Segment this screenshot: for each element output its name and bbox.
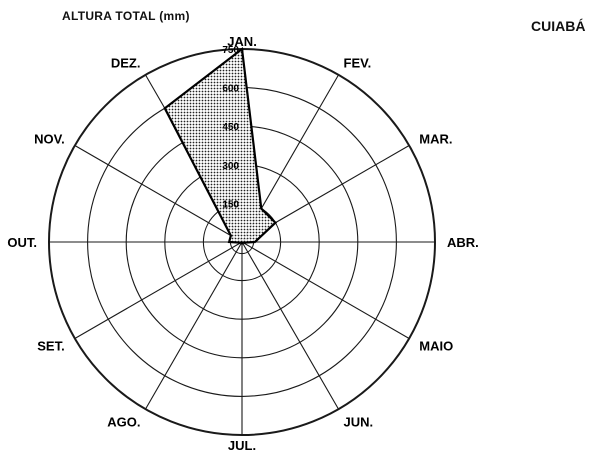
month-label-abr: ABR. <box>447 235 479 250</box>
month-label-set: SET. <box>37 339 64 354</box>
chart-title: CUIABÁ <box>531 18 586 34</box>
month-label-jun: JUN. <box>344 414 374 429</box>
month-label-nov: NOV. <box>34 132 65 147</box>
spoke-10 <box>74 145 243 243</box>
data-sector-out <box>229 235 242 242</box>
spoke-7 <box>145 241 243 410</box>
month-label-jan: JAN. <box>227 34 257 49</box>
month-label-fev: FEV. <box>344 56 372 71</box>
data-sector-mar <box>242 222 276 242</box>
tick-label-450: 450 <box>222 122 239 133</box>
spoke-5 <box>241 241 339 410</box>
data-sector-fev <box>242 208 276 242</box>
data-outline <box>163 46 278 245</box>
spoke-8 <box>74 241 243 339</box>
tick-label-600: 600 <box>222 84 239 95</box>
month-label-ago: AGO. <box>107 414 140 429</box>
month-label-dez: DEZ. <box>111 56 141 71</box>
month-label-jul: JUL. <box>228 438 256 453</box>
tick-label-750: 750 <box>222 45 239 56</box>
data-layer <box>163 46 278 245</box>
month-label-mar: MAR. <box>419 132 452 147</box>
tick-label-150: 150 <box>222 199 239 210</box>
axis-title: ALTURA TOTAL (mm) <box>62 9 190 23</box>
month-label-out: OUT. <box>7 235 37 250</box>
data-sector-dez <box>164 49 242 242</box>
spoke-4 <box>241 241 410 339</box>
tick-label-300: 300 <box>222 161 239 172</box>
month-label-maio: MAIO <box>419 339 453 354</box>
